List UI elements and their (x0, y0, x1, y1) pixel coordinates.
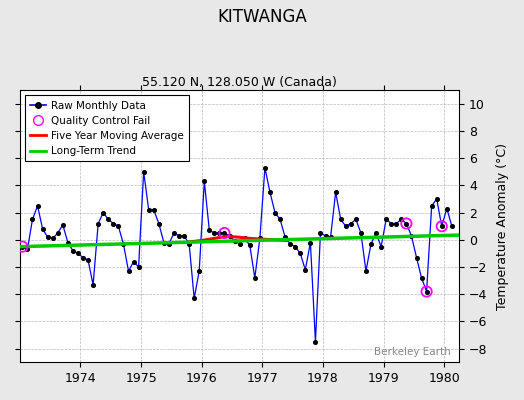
Point (170, 230, 178, 236)
Point (119, 241, 128, 247)
Point (220, 230, 228, 236)
Point (316, 230, 325, 236)
Point (190, 295, 199, 302)
Point (38, 226, 47, 232)
Point (311, 339, 320, 345)
Point (139, 168, 148, 175)
Point (175, 232, 183, 239)
Point (407, 232, 416, 239)
Point (321, 232, 330, 239)
Point (200, 178, 209, 184)
Point (23, 246, 31, 252)
Point (402, 220, 411, 227)
Point (362, 268, 370, 274)
Point (291, 244, 299, 250)
Point (185, 241, 193, 247)
Point (422, 288, 431, 295)
Point (412, 254, 421, 261)
Point (99, 210, 107, 216)
Point (145, 207, 153, 213)
Point (53, 230, 62, 236)
Point (220, 230, 228, 236)
Point (104, 216, 113, 223)
Point (428, 203, 436, 209)
Point (225, 232, 234, 239)
Point (59, 222, 67, 228)
Text: Berkeley Earth: Berkeley Earth (374, 347, 451, 357)
Point (155, 220, 163, 227)
Point (301, 266, 310, 273)
Point (250, 275, 259, 281)
Point (134, 264, 143, 270)
Point (89, 282, 97, 288)
Y-axis label: Temperature Anomaly (°C): Temperature Anomaly (°C) (496, 143, 509, 310)
Point (256, 235, 264, 242)
Point (336, 216, 345, 223)
Point (231, 238, 239, 244)
Point (306, 239, 314, 246)
Point (432, 196, 441, 202)
Point (261, 164, 269, 171)
Point (392, 220, 400, 227)
Point (377, 244, 385, 250)
Point (438, 223, 446, 230)
Legend: Raw Monthly Data, Quality Control Fail, Five Year Moving Average, Long-Term Tren: Raw Monthly Data, Quality Control Fail, … (25, 95, 189, 162)
Point (195, 268, 203, 274)
Point (205, 227, 213, 234)
Point (160, 239, 168, 246)
Point (346, 220, 355, 227)
Point (246, 242, 254, 248)
Point (447, 223, 456, 230)
Point (281, 234, 289, 240)
Point (402, 220, 411, 227)
Point (43, 234, 52, 240)
Point (129, 258, 138, 265)
Point (64, 239, 72, 246)
Point (180, 232, 188, 239)
Point (296, 250, 304, 257)
Point (109, 220, 117, 227)
Point (114, 223, 123, 230)
Point (266, 189, 274, 196)
Point (124, 268, 133, 274)
Point (215, 230, 224, 236)
Point (49, 235, 57, 242)
Point (326, 234, 335, 240)
Point (357, 230, 365, 236)
Point (69, 248, 77, 254)
Point (352, 216, 360, 223)
Point (34, 203, 42, 209)
Point (94, 220, 102, 227)
Point (387, 220, 396, 227)
Point (397, 216, 406, 223)
Point (84, 257, 92, 264)
Point (241, 235, 249, 242)
Point (286, 241, 294, 247)
Point (74, 250, 82, 257)
Point (443, 205, 451, 212)
Point (276, 216, 285, 223)
Title: 55.120 N, 128.050 W (Canada): 55.120 N, 128.050 W (Canada) (142, 76, 337, 89)
Point (372, 230, 380, 236)
Point (28, 216, 37, 223)
Point (382, 216, 390, 223)
Point (165, 241, 173, 247)
Point (367, 241, 375, 247)
Point (235, 241, 244, 247)
Point (79, 254, 87, 261)
Point (438, 223, 446, 230)
Text: KITWANGA: KITWANGA (217, 8, 307, 26)
Point (332, 189, 340, 196)
Point (342, 223, 350, 230)
Point (18, 244, 27, 250)
Point (18, 244, 27, 250)
Point (417, 275, 425, 281)
Point (149, 207, 158, 213)
Point (422, 288, 431, 295)
Point (271, 210, 279, 216)
Point (210, 230, 219, 236)
